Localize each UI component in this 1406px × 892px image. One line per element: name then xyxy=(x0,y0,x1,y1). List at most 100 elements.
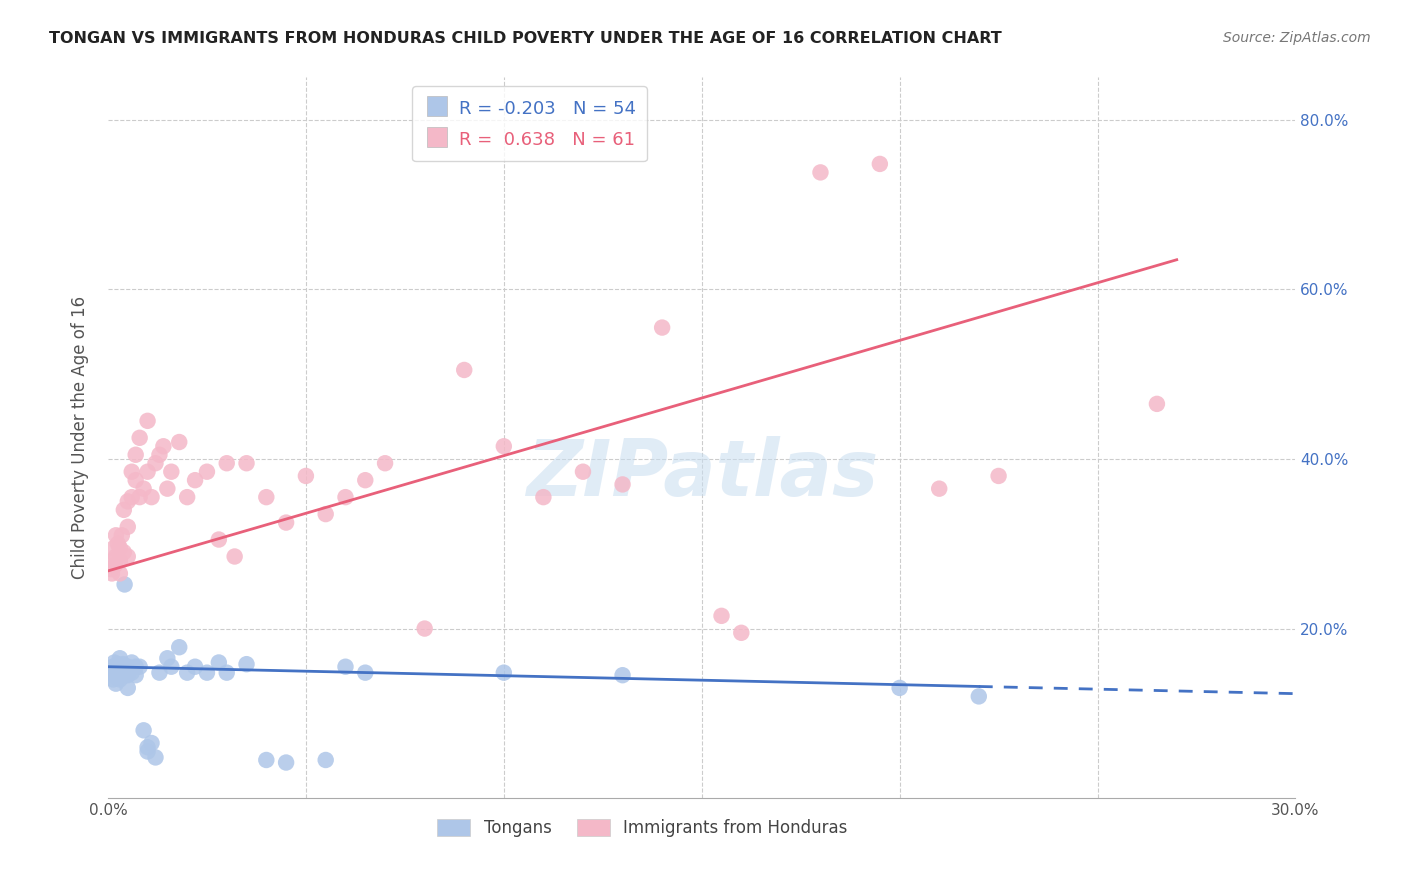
Point xyxy=(208,656,231,670)
Point xyxy=(160,465,183,479)
Point xyxy=(101,659,124,673)
Point xyxy=(235,657,257,672)
Point xyxy=(208,533,231,547)
Point xyxy=(167,435,190,450)
Text: ZIPatlas: ZIPatlas xyxy=(526,436,877,512)
Point xyxy=(108,541,131,555)
Point xyxy=(125,668,148,682)
Point xyxy=(810,165,832,179)
Point xyxy=(112,545,135,559)
Point xyxy=(112,665,135,680)
Point xyxy=(117,681,139,695)
Point xyxy=(274,516,297,530)
Point xyxy=(176,665,198,680)
Point xyxy=(128,490,150,504)
Point xyxy=(167,640,190,655)
Point xyxy=(107,537,129,551)
Point xyxy=(215,456,238,470)
Point xyxy=(254,753,277,767)
Point xyxy=(156,651,179,665)
Point xyxy=(117,520,139,534)
Point xyxy=(125,659,148,673)
Point xyxy=(531,490,554,504)
Point xyxy=(132,723,155,738)
Point xyxy=(176,490,198,504)
Point xyxy=(730,625,752,640)
Point xyxy=(354,665,377,680)
Point xyxy=(254,490,277,504)
Point xyxy=(148,448,170,462)
Point xyxy=(100,562,122,576)
Point xyxy=(315,753,337,767)
Point xyxy=(128,431,150,445)
Point xyxy=(215,665,238,680)
Point xyxy=(710,608,733,623)
Point xyxy=(111,528,134,542)
Point xyxy=(374,456,396,470)
Point xyxy=(114,577,136,591)
Point xyxy=(117,494,139,508)
Point xyxy=(103,656,125,670)
Point xyxy=(152,439,174,453)
Point xyxy=(1146,397,1168,411)
Point xyxy=(572,465,595,479)
Point xyxy=(136,740,159,755)
Point xyxy=(104,558,127,572)
Text: TONGAN VS IMMIGRANTS FROM HONDURAS CHILD POVERTY UNDER THE AGE OF 16 CORRELATION: TONGAN VS IMMIGRANTS FROM HONDURAS CHILD… xyxy=(49,31,1002,46)
Point xyxy=(104,664,127,678)
Point xyxy=(107,671,129,685)
Y-axis label: Child Poverty Under the Age of 16: Child Poverty Under the Age of 16 xyxy=(72,296,89,579)
Point xyxy=(612,668,634,682)
Point xyxy=(136,414,159,428)
Point xyxy=(145,456,167,470)
Point xyxy=(295,469,318,483)
Point xyxy=(136,465,159,479)
Point xyxy=(413,622,436,636)
Point xyxy=(156,482,179,496)
Point xyxy=(612,477,634,491)
Point xyxy=(108,659,131,673)
Point xyxy=(128,659,150,673)
Point xyxy=(492,665,515,680)
Point xyxy=(121,656,143,670)
Point xyxy=(184,659,207,673)
Point xyxy=(104,549,127,564)
Point xyxy=(492,439,515,453)
Point xyxy=(108,554,131,568)
Point xyxy=(987,469,1010,483)
Point xyxy=(117,549,139,564)
Point xyxy=(928,482,950,496)
Point xyxy=(108,651,131,665)
Point xyxy=(132,482,155,496)
Point xyxy=(101,566,124,581)
Point xyxy=(121,490,143,504)
Point xyxy=(111,665,134,680)
Point xyxy=(195,465,218,479)
Point xyxy=(184,473,207,487)
Point xyxy=(121,665,143,680)
Point xyxy=(117,659,139,673)
Legend: Tongans, Immigrants from Honduras: Tongans, Immigrants from Honduras xyxy=(430,813,855,844)
Point xyxy=(235,456,257,470)
Point xyxy=(335,659,357,673)
Point xyxy=(869,157,891,171)
Point xyxy=(101,554,124,568)
Point xyxy=(108,566,131,581)
Point xyxy=(145,750,167,764)
Point xyxy=(136,744,159,758)
Point xyxy=(354,473,377,487)
Point xyxy=(195,665,218,680)
Point xyxy=(141,490,163,504)
Point xyxy=(108,673,131,687)
Point xyxy=(103,541,125,555)
Text: Source: ZipAtlas.com: Source: ZipAtlas.com xyxy=(1223,31,1371,45)
Point xyxy=(104,528,127,542)
Point xyxy=(107,657,129,672)
Point xyxy=(104,659,127,673)
Point xyxy=(104,676,127,690)
Point xyxy=(103,668,125,682)
Point xyxy=(160,659,183,673)
Point xyxy=(274,756,297,770)
Point xyxy=(148,665,170,680)
Point xyxy=(967,690,990,704)
